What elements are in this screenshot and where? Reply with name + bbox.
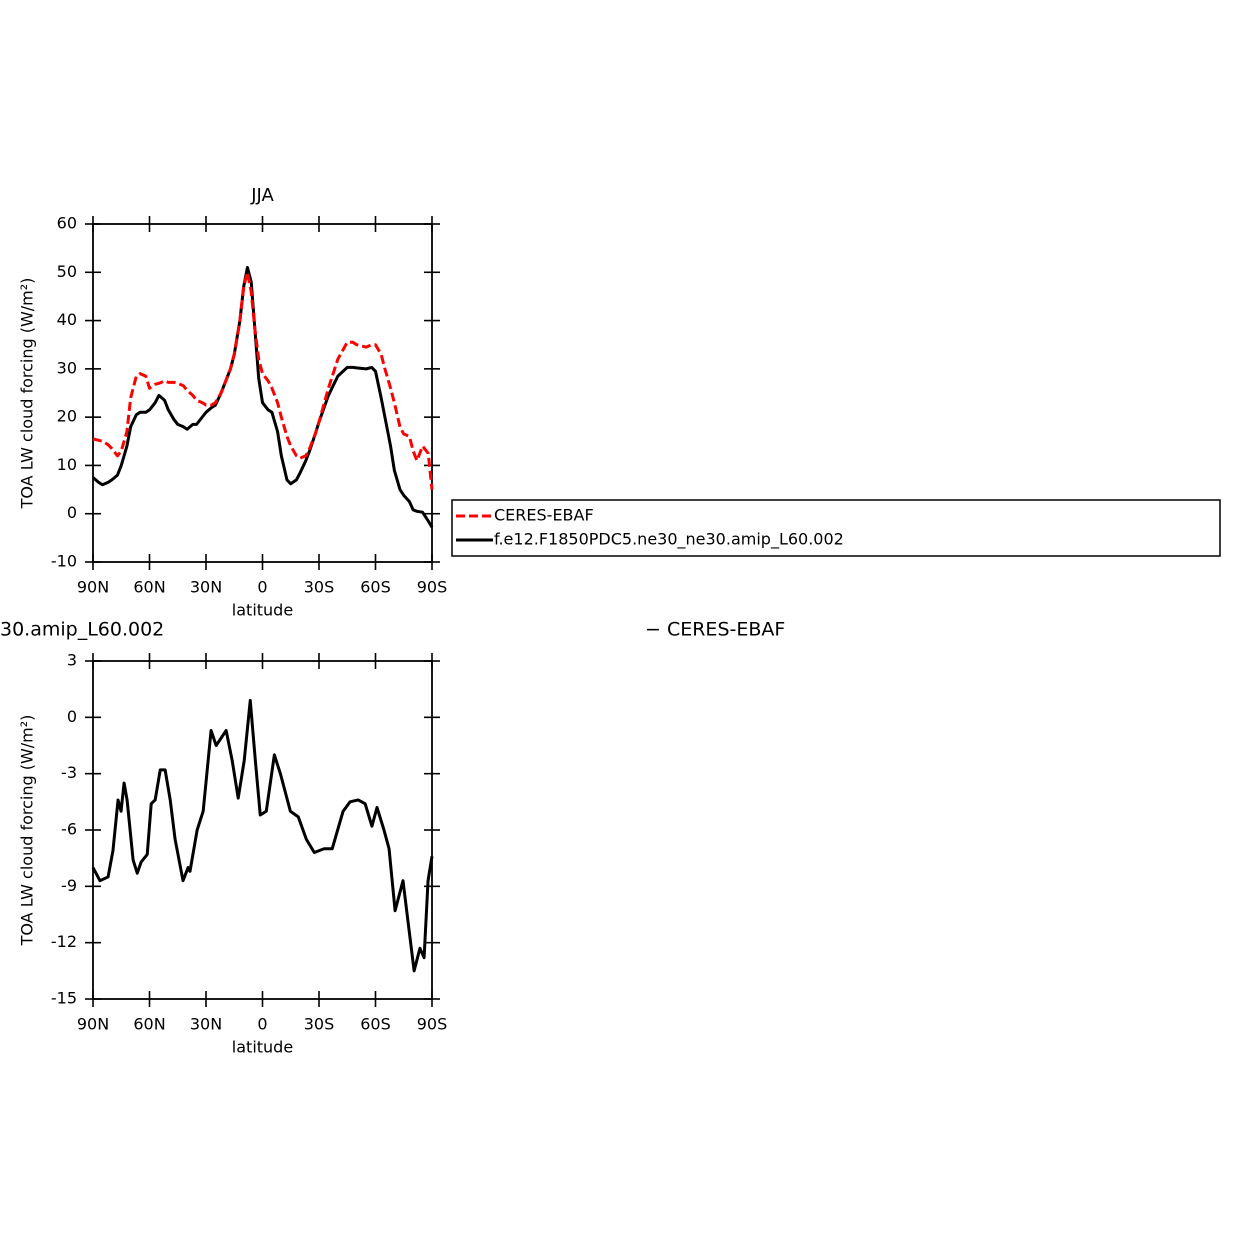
chart-subtitle: − CERES-EBAF [645,619,785,641]
data-line [92,270,434,490]
y-tick-label: 40 [57,310,77,329]
y-tick-label: -15 [51,989,77,1008]
y-tick-label: 20 [57,407,77,426]
x-tick-label: 30N [190,578,222,597]
x-tick-label: 30S [304,1015,335,1034]
x-tick-label: 90S [417,578,448,597]
y-axis-label: TOA LW cloud forcing (W/m²) [18,278,37,510]
y-tick-label: -12 [51,932,77,951]
y-tick-label: -10 [51,552,77,571]
data-line [91,698,434,973]
plot-frame [92,223,433,563]
chart-title: 30.amip_L60.002 [0,619,164,641]
y-tick-label: 50 [57,262,77,281]
y-tick-label: -9 [61,876,77,895]
x-tick-label: 60N [133,578,165,597]
y-tick-label: -6 [61,820,77,839]
x-axis-label: latitude [232,601,293,620]
x-tick-label: 90N [77,1015,109,1034]
y-tick-label: -3 [61,763,77,782]
x-tick-label: 0 [257,1015,267,1034]
x-tick-label: 30N [190,1015,222,1034]
y-axis-label: TOA LW cloud forcing (W/m²) [18,715,37,947]
y-tick-label: 3 [67,651,77,670]
x-tick-label: 60S [360,578,391,597]
y-tick-label: 10 [57,455,77,474]
y-tick-label: 0 [67,503,77,522]
x-tick-label: 90N [77,578,109,597]
x-axis-label: latitude [232,1038,293,1057]
legend-label: f.e12.F1850PDC5.ne30_ne30.amip_L60.002 [494,530,844,550]
x-tick-label: 60S [360,1015,391,1034]
legend-label: CERES-EBAF [494,506,594,525]
x-tick-label: 0 [257,578,267,597]
y-tick-label: 30 [57,358,77,377]
x-tick-label: 60N [133,1015,165,1034]
x-tick-label: 90S [417,1015,448,1034]
x-tick-label: 30S [304,578,335,597]
legend-box [451,499,1221,557]
y-tick-label: 60 [57,214,77,233]
chart-title: JJA [250,185,274,206]
data-line [92,265,434,529]
y-tick-label: 0 [67,707,77,726]
plot-frame [92,660,433,1000]
